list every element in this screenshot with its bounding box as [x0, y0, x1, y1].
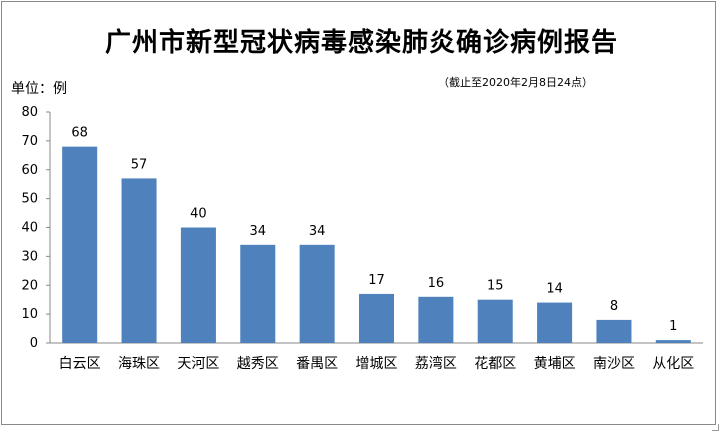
data-label: 17	[368, 273, 385, 288]
bar	[299, 244, 335, 343]
resize-grip	[712, 424, 719, 431]
y-tick-label: 70	[21, 134, 38, 149]
bar	[655, 340, 691, 343]
bar	[240, 244, 276, 343]
category-label: 增城区	[356, 356, 398, 372]
data-label: 15	[487, 279, 504, 294]
chart-frame	[1, 1, 716, 425]
data-label: 34	[249, 224, 266, 239]
bar	[121, 178, 157, 343]
data-label: 40	[190, 207, 207, 222]
category-label: 海珠区	[118, 356, 160, 372]
category-label: 黄埔区	[534, 355, 576, 372]
data-label: 14	[546, 282, 563, 297]
date-note: （截止至2020年2月8日24点）	[438, 76, 593, 89]
y-tick-label: 60	[21, 163, 38, 178]
y-tick-label: 0	[30, 336, 38, 351]
bars	[62, 146, 691, 343]
bar	[62, 146, 98, 343]
category-label: 花都区	[474, 356, 516, 372]
data-label: 34	[309, 224, 326, 239]
y-tick-label: 80	[21, 105, 38, 120]
category-label: 越秀区	[237, 356, 279, 372]
category-label: 白云区	[59, 356, 101, 372]
data-label: 57	[131, 157, 148, 172]
category-labels: 白云区 海珠区 天河区 越秀区 番禺区 增城区 荔湾区 花都区 黄埔区 南沙区 从化区	[59, 355, 695, 372]
y-tick-label: 40	[21, 221, 38, 236]
data-label: 8	[610, 299, 618, 314]
y-tick-label: 20	[21, 278, 38, 293]
y-tick-label: 30	[21, 249, 38, 264]
bar	[596, 319, 632, 343]
y-tick-label: 10	[21, 307, 38, 322]
y-tick-label: 50	[21, 192, 38, 207]
category-label: 番禺区	[296, 356, 338, 372]
category-label: 天河区	[177, 356, 219, 372]
bar	[358, 293, 395, 343]
y-axis-unit-label: 单位：例	[11, 81, 67, 97]
category-label: 荔湾区	[415, 355, 457, 372]
y-tick-labels: 0 10 20 30 40 50 60 70 80	[21, 105, 38, 351]
data-label: 68	[71, 126, 88, 141]
bar	[418, 296, 454, 343]
data-label: 16	[428, 276, 445, 291]
bar	[477, 299, 513, 343]
data-labels: 68 57 40 34 34 17 16 15 14 8 1	[71, 126, 677, 334]
chart-title: 广州市新型冠状病毒感染肺炎确诊病例报告	[104, 28, 618, 58]
data-label: 1	[669, 319, 677, 334]
category-label: 从化区	[652, 356, 694, 372]
bar	[537, 302, 573, 343]
bar	[180, 227, 216, 343]
category-label: 南沙区	[593, 356, 635, 372]
